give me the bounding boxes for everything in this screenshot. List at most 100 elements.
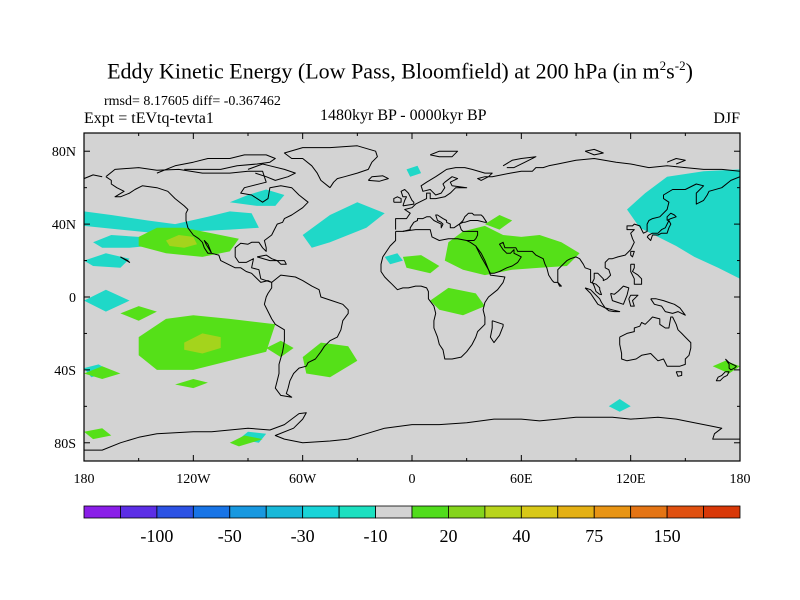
title-end: ) (685, 58, 693, 84)
colorbar-box-14 (593, 505, 632, 519)
anomaly-region-2 (93, 235, 148, 248)
colorbar-box-8 (375, 505, 413, 519)
colorbar-box-15 (630, 505, 668, 519)
rmsd-diff-text: rmsd= 8.17605 diff= -0.367462 (104, 94, 281, 109)
coastline-8 (460, 212, 488, 223)
coastline-23 (675, 371, 683, 377)
coastline-31 (84, 412, 740, 451)
coastline-24 (724, 358, 737, 371)
x-tick-label-3: 0 (409, 472, 416, 487)
y-tick-label-2: 0 (69, 291, 76, 306)
colorbar-box-4 (229, 505, 267, 519)
colorbar-box-6 (302, 505, 340, 519)
colorbar-label-6: 75 (585, 526, 603, 546)
y-tick-label-1: 40N (52, 218, 76, 233)
title-mid: s (666, 58, 675, 84)
season-label: DJF (713, 110, 740, 127)
coastline-5 (84, 174, 103, 180)
colorbar-box-10 (448, 505, 486, 519)
colorbar-box-17 (703, 505, 741, 519)
anomaly-region-18 (84, 428, 112, 440)
colorbar-label-7: 150 (654, 526, 681, 546)
anomaly-region-26 (166, 235, 197, 248)
y-tick-label-4: 80S (54, 437, 76, 452)
anomaly-region-25 (712, 360, 740, 374)
coastline-6 (475, 176, 740, 296)
anomaly-region-0 (84, 211, 259, 234)
coastline-18 (604, 307, 621, 313)
colorbar-box-3 (192, 505, 231, 519)
anomaly-region-17 (84, 366, 121, 379)
coastline-29 (276, 260, 287, 265)
map-layers (84, 145, 740, 451)
colorbar-box-9 (411, 505, 449, 519)
anomaly-region-16 (302, 342, 358, 378)
coastline-34 (430, 150, 459, 158)
anomaly-region-19 (229, 435, 263, 447)
coastline-21 (650, 298, 686, 316)
anomaly-region-11 (608, 399, 631, 412)
anomaly-region-24 (430, 287, 485, 316)
anomaly-region-14 (266, 340, 294, 358)
anomaly-region-1 (229, 189, 285, 206)
coastline-30 (120, 256, 131, 263)
title-sup1: 2 (659, 58, 667, 73)
x-tick-label-5: 120E (616, 472, 646, 487)
coastline-20 (628, 294, 639, 307)
y-tick-label-0: 80N (52, 145, 76, 160)
x-tick-label-2: 60W (289, 472, 317, 487)
x-tick-label-0: 180 (74, 472, 95, 487)
x-tick-label-1: 120W (176, 472, 211, 487)
x-tick-label-6: 180 (730, 472, 751, 487)
anomaly-region-4 (302, 202, 385, 248)
x-tick-label-4: 60E (510, 472, 533, 487)
colorbar-box-5 (265, 505, 304, 519)
colorbar-box-16 (666, 505, 704, 519)
colorbar-box-0 (83, 505, 121, 519)
colorbar-box-12 (520, 505, 559, 519)
coastline-22 (619, 316, 692, 367)
coastline-12 (367, 175, 389, 182)
coastline-11 (393, 196, 402, 203)
y-tick-label-3: 40S (54, 364, 76, 379)
colorbar-label-5: 40 (512, 526, 530, 546)
coastline-3 (380, 229, 506, 360)
colorbar-box-11 (484, 505, 522, 519)
anomaly-region-15 (175, 379, 208, 389)
coastline-7 (458, 221, 479, 241)
colorbar-box-7 (338, 505, 376, 519)
anomaly-region-22 (484, 215, 513, 230)
experiment-label: Expt = tEVtq-tevta1 (84, 110, 214, 127)
colorbar-label-2: -30 (291, 526, 315, 546)
anomaly-region-27 (184, 333, 221, 354)
colorbar-label-3: -10 (364, 526, 388, 546)
coastline-1 (263, 274, 349, 398)
coastline-32 (156, 154, 276, 174)
colorbar-label-1: -50 (218, 526, 242, 546)
colorbar-box-13 (557, 505, 595, 519)
coastline-10 (400, 189, 415, 207)
colorbar-box-2 (156, 505, 194, 519)
coastline-15 (630, 250, 635, 258)
anomaly-region-8 (406, 165, 422, 177)
coastline-13 (646, 220, 672, 241)
anomaly-region-6 (84, 289, 130, 312)
coastline-35 (502, 156, 537, 169)
colorbar-label-0: -100 (140, 526, 173, 546)
coastline-26 (489, 320, 504, 344)
anomaly-region-7 (627, 169, 740, 279)
anomaly-region-21 (444, 225, 580, 276)
coastline-4 (395, 158, 740, 230)
coastline-33 (247, 163, 296, 181)
map-background (84, 133, 740, 461)
colorbar-box-1 (120, 505, 158, 519)
coastline-14 (666, 212, 677, 221)
coastline-27 (557, 282, 562, 287)
colorbar-label-4: 20 (439, 526, 457, 546)
anomaly-region-3 (84, 253, 130, 268)
coastline-36 (584, 148, 604, 156)
period-label: 1480kyr BP - 0000kyr BP (320, 107, 487, 124)
coastline-16 (630, 263, 643, 285)
coastline-9 (402, 214, 464, 232)
